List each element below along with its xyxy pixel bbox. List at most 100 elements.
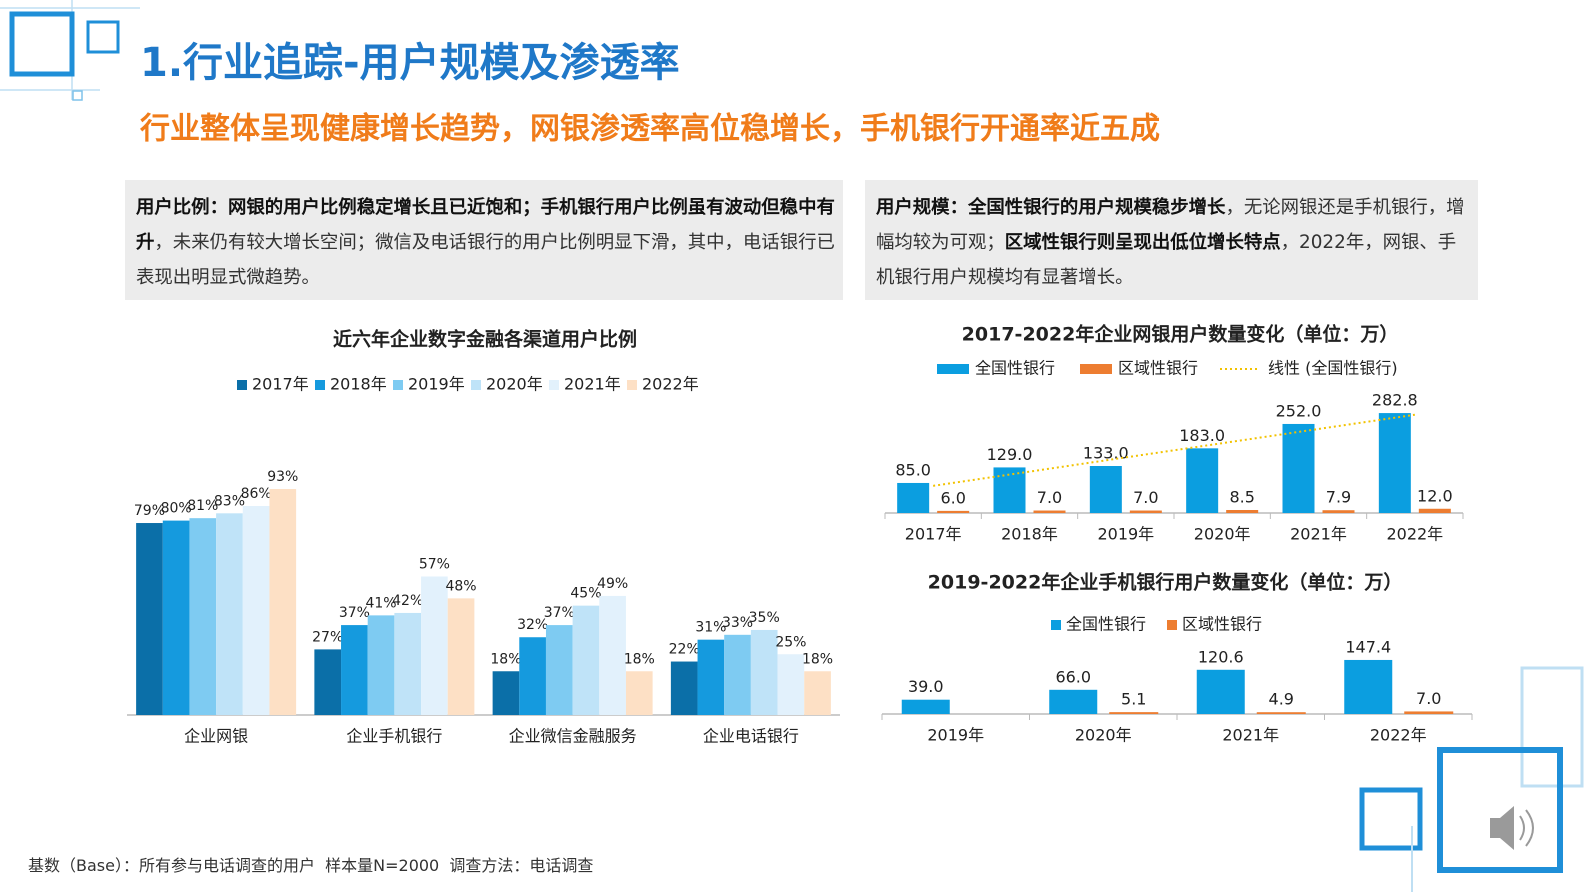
data-label: 33% <box>722 615 753 631</box>
legend-swatch <box>1080 364 1112 374</box>
footer-note: 基数（Base）：所有参与电话调查的用户 样本量N=2000 调查方法：电话调查 <box>28 856 594 875</box>
bar <box>242 506 270 715</box>
x-tick-label: 2022年 <box>1370 726 1427 745</box>
bar <box>136 523 163 715</box>
x-tick-label: 企业微信金融服务 <box>509 727 637 746</box>
legend-swatch <box>393 380 403 390</box>
data-label: 8.5 <box>1229 487 1254 506</box>
x-tick-label: 2021年 <box>1290 525 1347 544</box>
legend-label: 2020年 <box>486 375 543 394</box>
x-tick-label: 2017年 <box>905 525 962 544</box>
data-label: 18% <box>490 651 521 667</box>
bar <box>189 518 217 715</box>
legend-label: 线性 (全国性银行) <box>1268 359 1398 378</box>
legend-swatch <box>315 380 325 390</box>
legend-label: 2021年 <box>564 375 621 394</box>
x-tick-label: 2018年 <box>1001 525 1058 544</box>
bar <box>993 467 1026 513</box>
bar <box>341 625 368 715</box>
bar <box>492 671 520 715</box>
note-text: 用户规模：全国性银行的用户规模稳步增长 <box>876 197 1226 218</box>
bar <box>421 576 448 715</box>
data-label: 7.0 <box>1133 488 1158 507</box>
legend-label: 全国性银行 <box>975 359 1055 378</box>
data-label: 7.0 <box>1037 488 1062 507</box>
data-label: 6.0 <box>940 488 965 507</box>
note-text: ，未来仍有较大增长空间；微信及电话银行的用户比例明显下滑，其中，电话银行已表现出… <box>136 232 835 288</box>
page-title: 1.行业追踪-用户规模及渗透率 <box>140 40 680 86</box>
data-label: 18% <box>802 651 833 667</box>
bar <box>447 598 475 715</box>
x-tick-label: 2019年 <box>1097 525 1154 544</box>
chart-title: 2019-2022年企业手机银行用户数量变化（单位：万） <box>928 571 1403 594</box>
data-label: 12.0 <box>1417 486 1453 505</box>
data-label: 66.0 <box>1055 667 1091 686</box>
data-label: 57% <box>419 556 450 572</box>
note-text: 用户比例：网银的用户比例稳定增长且已近饱和；手机银行用户比例虽有波动但稳中有升 <box>136 197 835 253</box>
data-label: 120.6 <box>1198 647 1244 666</box>
legend-swatch <box>237 380 247 390</box>
x-tick-label: 2021年 <box>1222 726 1279 745</box>
chart-title: 2017-2022年企业网银用户数量变化（单位：万） <box>962 323 1399 346</box>
data-label: 4.9 <box>1269 690 1294 709</box>
speaker-icon[interactable] <box>1490 806 1534 850</box>
data-label: 18% <box>624 651 655 667</box>
data-label: 22% <box>669 642 700 658</box>
data-label: 31% <box>695 620 726 636</box>
note-box: 用户比例：网银的用户比例稳定增长且已近饱和；手机银行用户比例虽有波动但稳中有升，… <box>125 180 843 300</box>
legend-swatch <box>937 364 969 374</box>
data-label: 93% <box>267 469 298 485</box>
bar <box>750 629 778 715</box>
data-label: 45% <box>570 586 601 602</box>
x-tick-label: 2020年 <box>1075 726 1132 745</box>
bar <box>1109 712 1159 714</box>
trend-line <box>933 413 1415 487</box>
data-label: 48% <box>445 578 476 594</box>
legend-label: 2022年 <box>642 375 699 394</box>
bar <box>1196 669 1245 714</box>
legend-label: 2019年 <box>408 375 465 394</box>
x-tick-label: 企业电话银行 <box>703 727 799 746</box>
data-label: 86% <box>241 486 272 502</box>
bar <box>216 513 243 715</box>
bar <box>1226 509 1259 513</box>
bar <box>1344 659 1393 714</box>
note-text: 区域性银行则呈现出低位增长特点 <box>1004 232 1281 253</box>
bar <box>314 649 342 715</box>
data-label: 42% <box>392 593 423 609</box>
data-label: 147.4 <box>1345 637 1391 656</box>
bar <box>1129 510 1162 513</box>
x-tick-label: 企业手机银行 <box>346 727 442 746</box>
bar <box>519 637 546 715</box>
legend-swatch <box>627 380 637 390</box>
chart-title: 近六年企业数字金融各渠道用户比例 <box>333 328 637 351</box>
bar <box>697 639 725 715</box>
data-label: 25% <box>775 634 806 650</box>
bar <box>1418 508 1451 513</box>
bar <box>394 612 422 715</box>
data-label: 80% <box>161 501 192 517</box>
data-label: 37% <box>544 605 575 621</box>
bar <box>897 482 930 513</box>
data-label: 282.8 <box>1372 391 1418 410</box>
page-subtitle: 行业整体呈现健康增长趋势，网银渗透率高位稳增长，手机银行开通率近五成 <box>139 112 1160 147</box>
data-label: 83% <box>214 493 245 509</box>
data-label: 27% <box>312 629 343 645</box>
bar <box>367 615 395 715</box>
legend-swatch <box>471 380 481 390</box>
x-tick-label: 企业网银 <box>184 727 248 746</box>
bar <box>572 605 600 715</box>
bar <box>1186 448 1219 513</box>
bar <box>670 661 698 715</box>
bar <box>901 699 950 714</box>
bar <box>625 671 653 715</box>
legend-label: 区域性银行 <box>1118 359 1198 378</box>
bar <box>599 595 626 715</box>
legend-label: 区域性银行 <box>1182 615 1262 634</box>
note-text: ，无论网银还是手机银行，增幅均较为可观； <box>876 197 1465 253</box>
data-label: 49% <box>597 576 628 592</box>
x-tick-label: 2022年 <box>1386 525 1443 544</box>
data-label: 41% <box>365 595 396 611</box>
